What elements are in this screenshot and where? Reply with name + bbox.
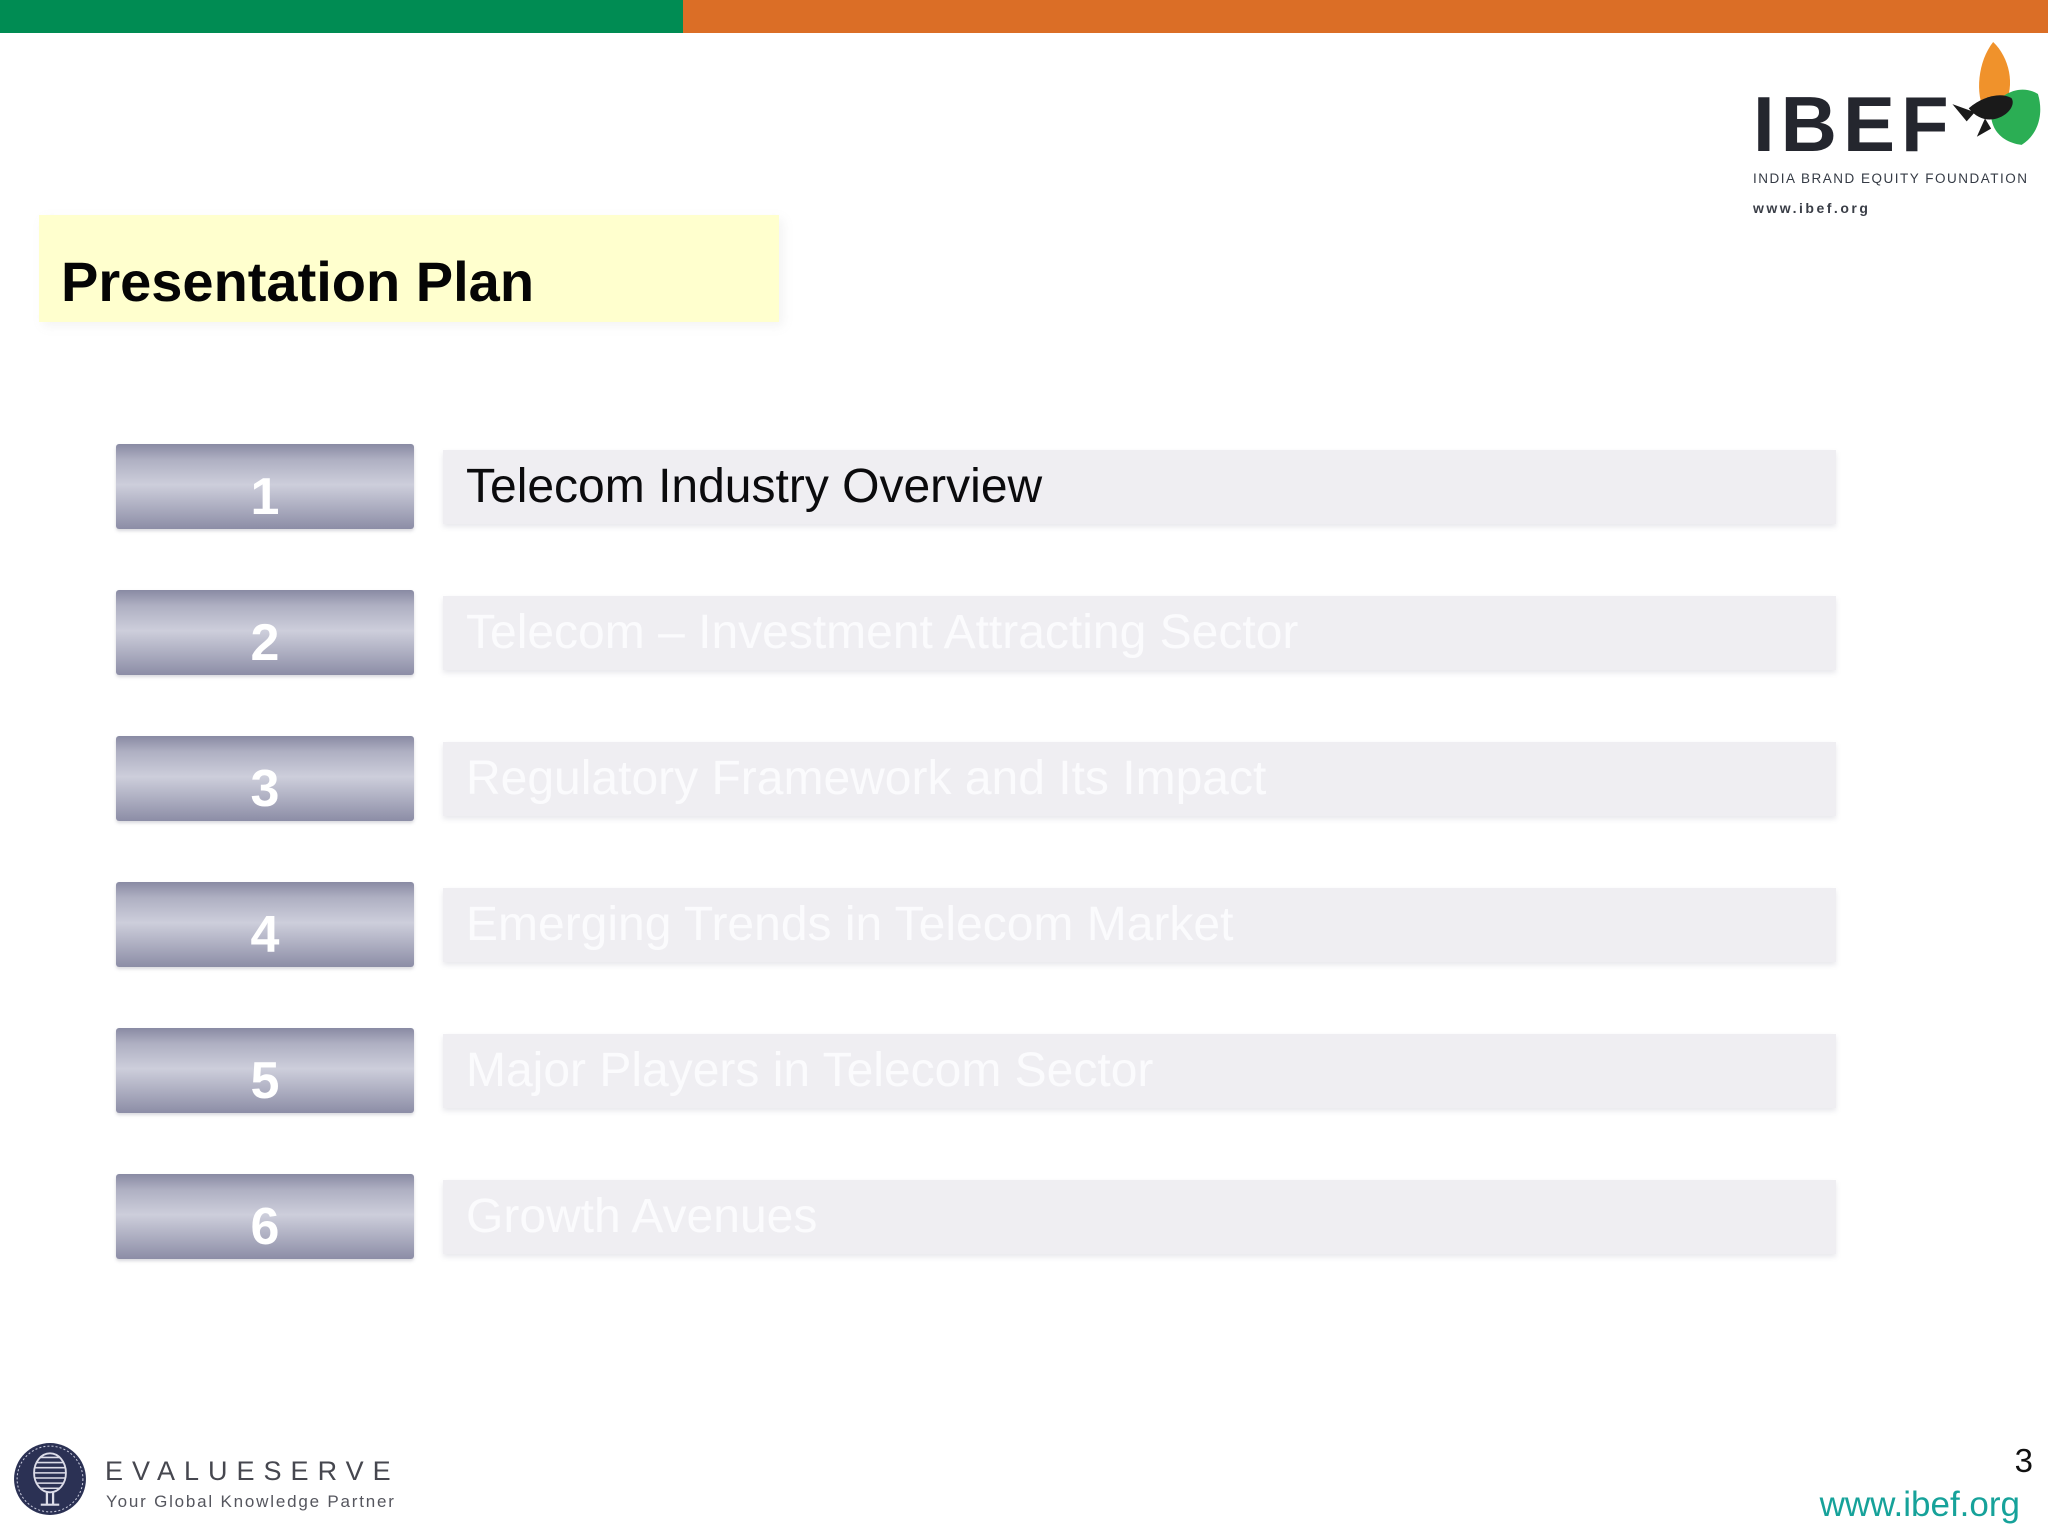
ibef-wordmark: IBEF [1753,80,1955,168]
agenda-bar-5: Major Players in Telecom Sector [443,1033,1836,1108]
ibef-bird-icon [1952,42,2041,145]
ibef-logo-url: www.ibef.org [1753,200,1871,216]
evalueserve-tagline: Your Global Knowledge Partner [106,1492,396,1511]
agenda-number-button-1: 1 [116,444,414,529]
ibef-logo: IBEF INDIA BRAND EQUITY FOUNDATION www.i… [1753,42,2048,223]
agenda-bar-1: Telecom Industry Overview [443,449,1836,524]
agenda-bar-6: Growth Avenues [443,1179,1836,1254]
agenda-label-6: Growth Avenues [466,1189,818,1243]
title-box: Presentation Plan [39,215,779,322]
agenda-label-3: Regulatory Framework and Its Impact [466,751,1267,805]
evalueserve-wordmark: EVALUESERVE [105,1456,400,1486]
agenda-row-2: 2 Telecom – Investment Attracting Sector [116,590,1836,675]
agenda-bar-2: Telecom – Investment Attracting Sector [443,595,1836,670]
agenda-number-button-4: 4 [116,882,414,967]
agenda-bar-4: Emerging Trends in Telecom Market [443,887,1836,962]
agenda-row-3: 3 Regulatory Framework and Its Impact [116,736,1836,821]
top-green-bar [0,0,683,33]
agenda-row-5: 5 Major Players in Telecom Sector [116,1028,1836,1113]
footer-website-link[interactable]: www.ibef.org [1819,1485,2020,1524]
agenda-number-button-2: 2 [116,590,414,675]
agenda-number-button-3: 3 [116,736,414,821]
page-number: 3 [2014,1442,2033,1479]
agenda-label-1: Telecom Industry Overview [466,459,1043,513]
agenda-number-button-5: 5 [116,1028,414,1113]
agenda-number-button-6: 6 [116,1174,414,1259]
evalueserve-tree-icon [14,1443,86,1515]
top-orange-bar [0,0,2048,33]
agenda-bar-3: Regulatory Framework and Its Impact [443,741,1836,816]
page-title: Presentation Plan [61,250,535,313]
ibef-tagline: INDIA BRAND EQUITY FOUNDATION [1753,171,2029,186]
agenda-label-4: Emerging Trends in Telecom Market [466,897,1234,951]
agenda-label-5: Major Players in Telecom Sector [466,1043,1154,1097]
agenda-row-6: 6 Growth Avenues [116,1174,1836,1259]
agenda-list: 1 Telecom Industry Overview 2 Telecom – … [116,444,1836,1320]
agenda-label-2: Telecom – Investment Attracting Sector [466,605,1299,659]
agenda-row-1: 1 Telecom Industry Overview [116,444,1836,529]
agenda-row-4: 4 Emerging Trends in Telecom Market [116,882,1836,967]
